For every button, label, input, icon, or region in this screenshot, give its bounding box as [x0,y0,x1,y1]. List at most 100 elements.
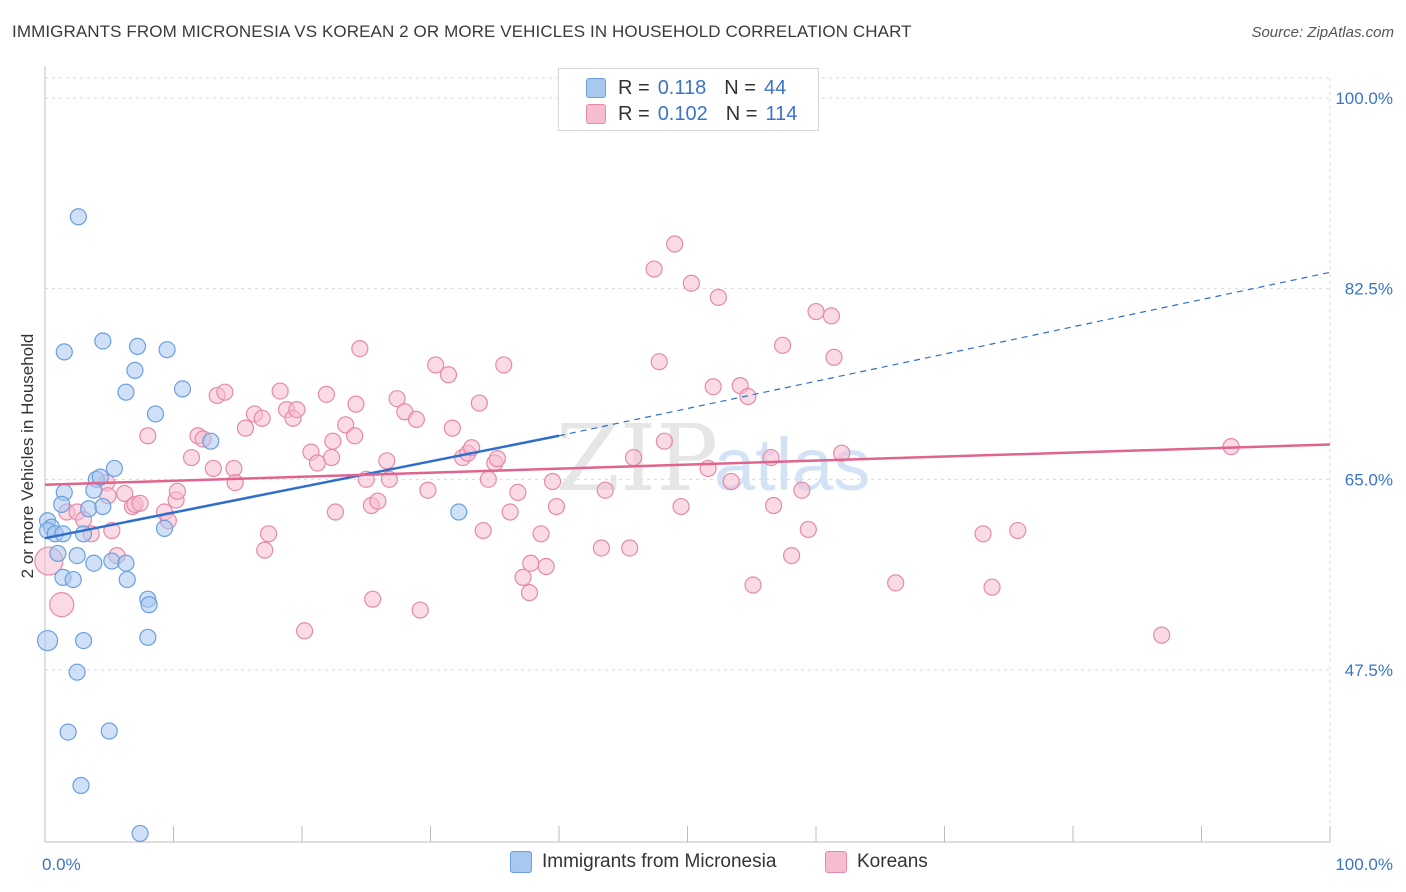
korean-point [799,520,817,539]
micronesia-point [131,824,149,843]
micronesia-point [85,554,103,572]
micronesia-point [155,519,174,537]
korean-point [833,444,851,462]
micronesia-point [69,208,88,226]
y-tick-label: 47.5% [1345,661,1393,680]
micronesia-point [100,722,118,740]
micronesia-point [68,663,86,681]
micronesia-point [117,383,135,401]
bottom-legend-koreans: Koreans [825,851,928,873]
korean-point [324,432,342,450]
y-tick-label: 65.0% [1345,470,1393,489]
legend-n-label: N = [725,102,758,125]
micronesia-point [64,570,82,589]
korean-point [822,307,841,325]
korean-point [782,546,801,565]
korean-point [131,494,149,512]
micronesia-point [53,495,71,513]
micronesia-point [173,380,192,398]
korean-point [49,592,75,618]
korean-point [139,427,157,445]
micronesia-point [117,554,135,572]
micronesia-point [91,468,109,486]
korean-point [543,472,562,491]
series-micronesia [36,208,468,843]
legend-swatch-blue [586,78,606,98]
korean-point [470,394,488,412]
y-tick-label: 82.5% [1345,280,1393,299]
korean-point [116,484,134,503]
korean-point [495,356,513,374]
micronesia-point [139,628,157,646]
korean-point [509,483,527,502]
korean-point [474,521,492,540]
korean-point [739,387,757,406]
korean-point [216,383,234,401]
korean-trend-line [44,443,1331,487]
korean-point [369,492,387,510]
micronesia-point [68,546,86,565]
korean-point [522,554,540,572]
legend-n-value: 44 [763,76,787,99]
korean-point [427,356,445,374]
korean-point [621,539,639,557]
series-koreans [34,235,1240,644]
axes [44,66,1331,843]
korean-point [479,470,497,488]
korean-point [537,557,555,576]
micronesia-point [126,361,144,379]
korean-point [411,601,429,619]
gridlines [45,77,1331,842]
korean-point [592,539,611,557]
korean-point [236,419,255,437]
micronesia-point [118,570,136,589]
korean-point [974,525,992,543]
korean-point [326,503,345,521]
bottom-legend-swatch-blue [510,851,532,873]
korean-point [182,448,201,467]
micronesia-point [80,500,98,518]
micronesia-point [55,343,73,361]
korean-point [666,235,684,253]
micronesia-point [140,596,158,614]
watermark-atlas: atlas [714,423,870,506]
korean-point [547,497,566,516]
korean-point [682,274,700,292]
bottom-legend-swatch-pink [825,851,847,873]
korean-point [407,410,425,429]
korean-point [364,590,382,608]
micronesia-point [36,629,59,652]
korean-point [351,339,369,358]
legend-r-label: R = [618,76,650,99]
micronesia-point [49,544,67,563]
korean-point [825,348,843,366]
korean-point [744,576,762,594]
micronesia-point [59,723,77,741]
korean-point [1009,521,1027,540]
legend-n-value: 114 [765,102,798,125]
korean-point [317,385,336,403]
stats-legend: R = 0.118 N = 44 R = 0.102 N = 114 [558,68,819,131]
korean-point [887,574,905,592]
micronesia-point [103,552,121,570]
korean-point [773,336,792,354]
korean-point [501,503,519,521]
korean-point [488,450,506,468]
korean-point [807,302,825,321]
korean-point [256,541,274,559]
korean-point [378,452,396,470]
micronesia-point [105,459,123,478]
x-tick-label: 100.0% [1335,855,1393,874]
tick-labels: 47.5% 65.0% 82.5% 100.0% 0.0% 100.0% [42,89,1393,874]
micronesia-point [450,503,468,521]
micronesia-point [94,497,112,516]
legend-n-label: N = [724,76,756,99]
chart-title: IMMIGRANTS FROM MICRONESIA VS KOREAN 2 O… [12,22,912,41]
korean-point [764,496,783,515]
micronesia-point [74,631,93,650]
korean-point [271,382,289,400]
korean-point [226,474,244,492]
legend-row-koreans: R = 0.102 N = 114 [586,102,797,126]
korean-point [672,497,690,516]
legend-r-label: R = [618,102,650,125]
